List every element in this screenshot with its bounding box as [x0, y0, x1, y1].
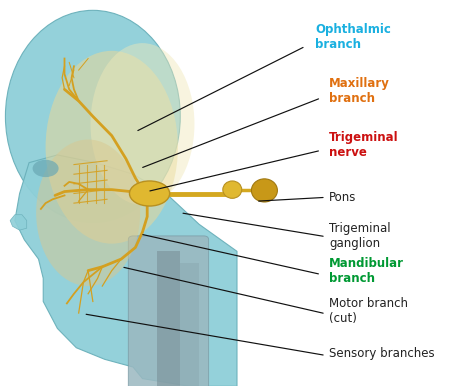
Ellipse shape: [129, 181, 170, 206]
Text: Mandibular
branch: Mandibular branch: [329, 257, 404, 284]
Text: Ophthalmic
branch: Ophthalmic branch: [315, 23, 391, 51]
Ellipse shape: [251, 179, 277, 202]
FancyBboxPatch shape: [156, 251, 180, 386]
Ellipse shape: [223, 181, 242, 198]
Polygon shape: [10, 215, 27, 230]
Ellipse shape: [36, 140, 140, 286]
Text: Sensory branches: Sensory branches: [329, 347, 435, 360]
Ellipse shape: [91, 43, 194, 205]
Text: Trigeminal
ganglion: Trigeminal ganglion: [329, 222, 391, 250]
Ellipse shape: [5, 10, 180, 223]
FancyBboxPatch shape: [180, 263, 199, 386]
Ellipse shape: [33, 160, 59, 177]
Text: Pons: Pons: [329, 191, 356, 204]
Ellipse shape: [46, 51, 178, 244]
Text: Maxillary
branch: Maxillary branch: [329, 77, 390, 105]
FancyBboxPatch shape: [128, 236, 209, 387]
Text: Trigeminal
nerve: Trigeminal nerve: [329, 131, 399, 159]
Polygon shape: [15, 155, 237, 386]
Text: Motor branch
(cut): Motor branch (cut): [329, 297, 408, 325]
